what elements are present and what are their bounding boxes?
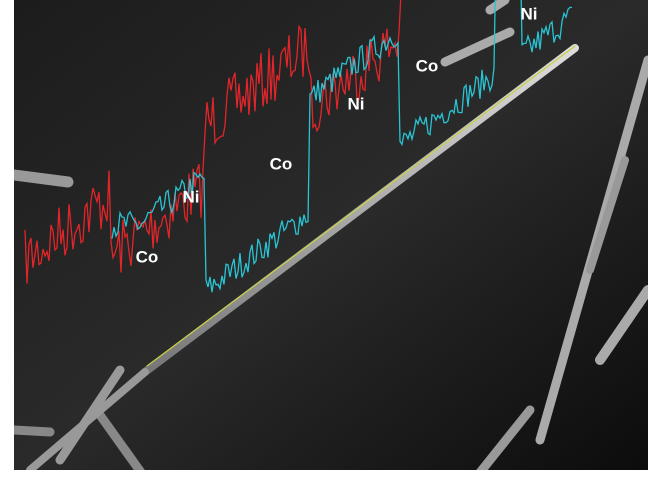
element-label: Co [416,56,439,75]
sem-image: Co Ni Co Ni Co Ni [0,0,648,485]
element-label: Ni [521,4,538,23]
element-label: Ni [183,187,200,206]
element-label: Co [270,154,293,173]
element-label: Co [136,247,159,266]
element-label: Ni [348,94,365,113]
